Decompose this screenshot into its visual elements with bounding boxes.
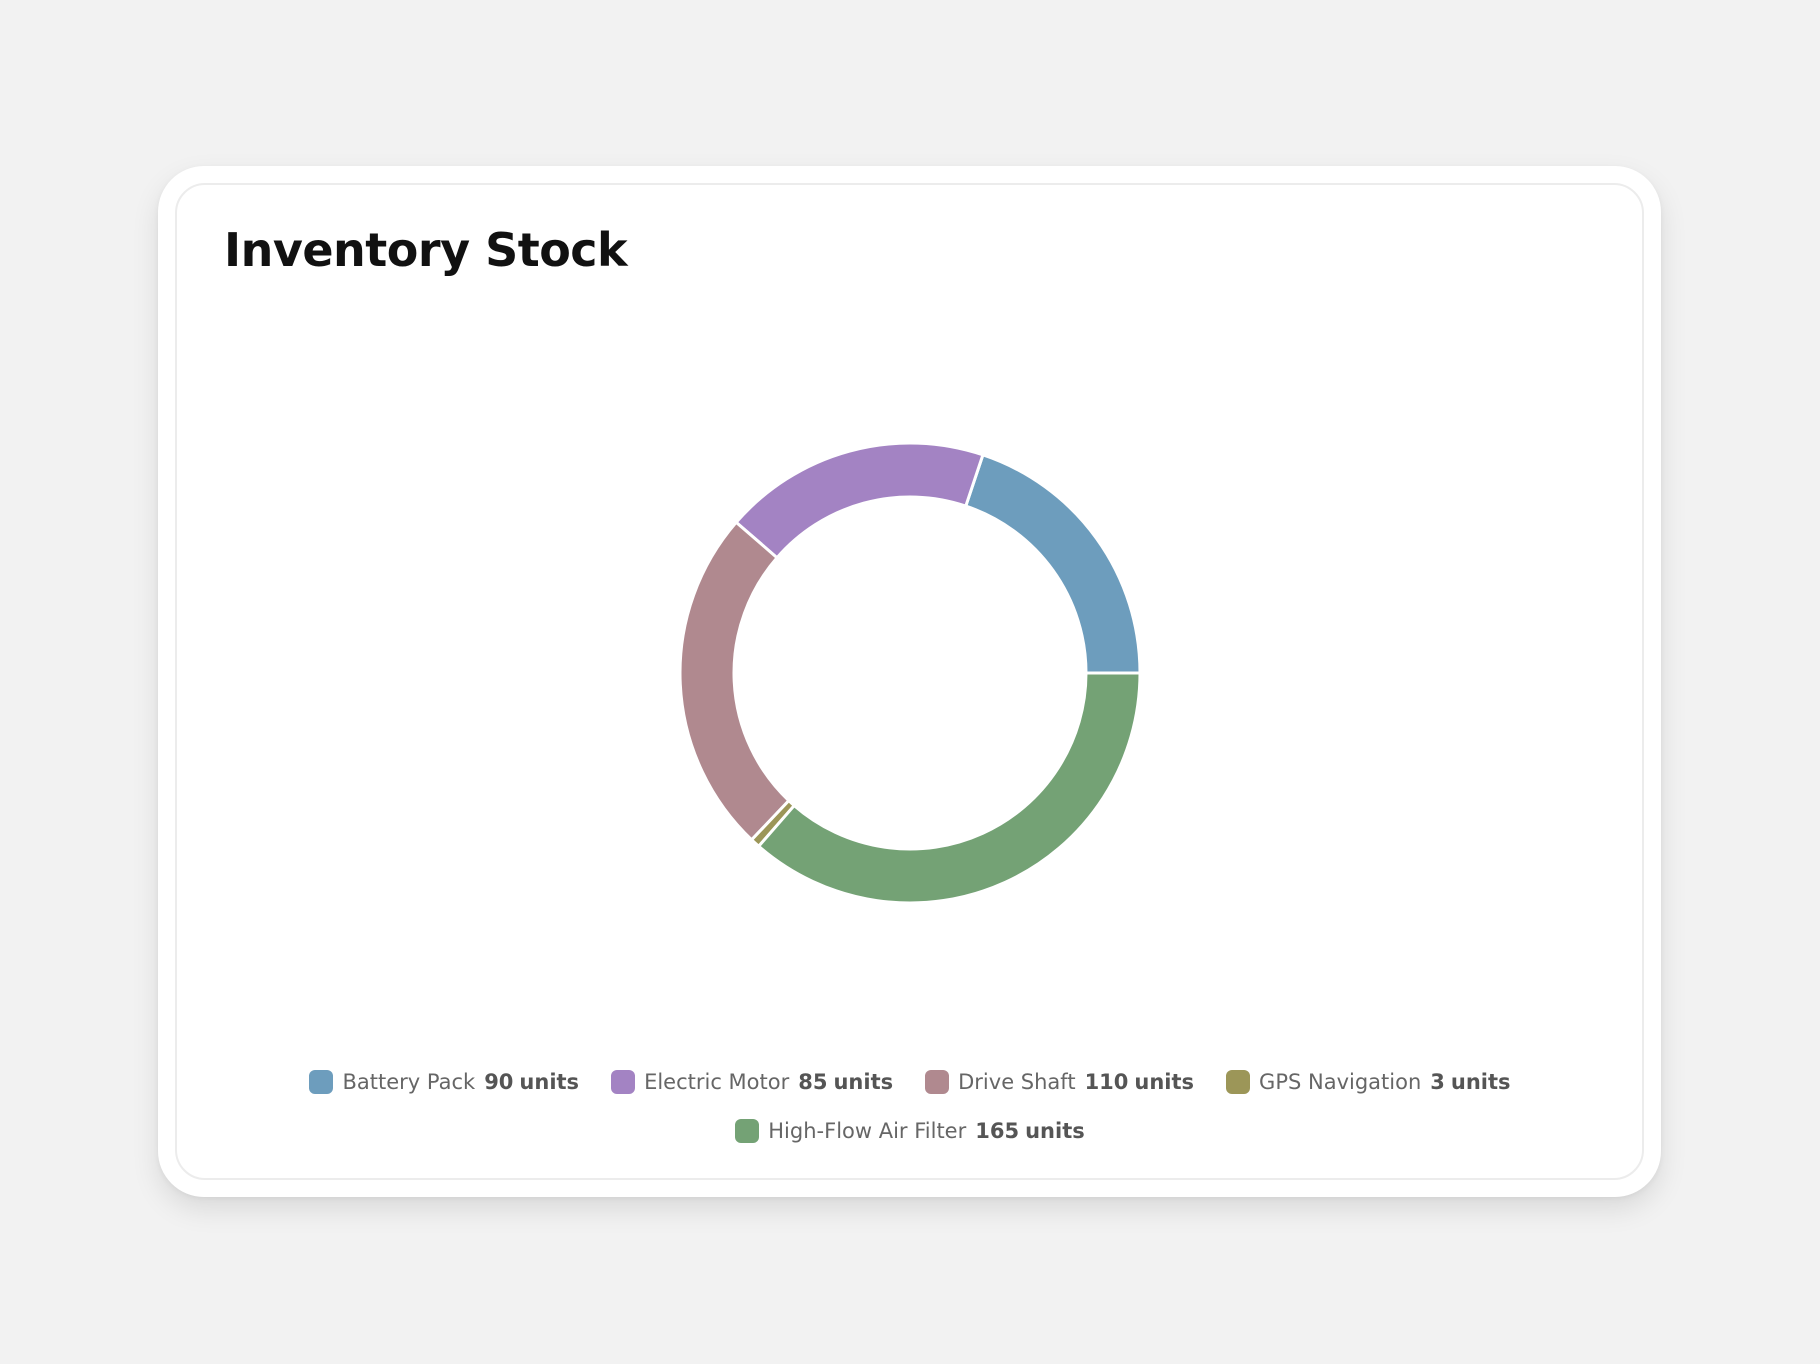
legend-item[interactable]: High-Flow Air Filter 165 units [735, 1119, 1085, 1143]
legend-label: Drive Shaft [958, 1070, 1076, 1094]
legend-label: Battery Pack [342, 1070, 476, 1094]
chart-card-border [175, 183, 1644, 1180]
donut-slice-high-flow-air-filter[interactable] [757, 671, 1142, 905]
legend-unit: units [519, 1070, 580, 1094]
donut-slice-electric-motor[interactable] [734, 441, 985, 560]
legend-value: 165 [975, 1119, 1020, 1143]
legend-label: GPS Navigation [1259, 1070, 1422, 1094]
legend-unit: units [1025, 1119, 1085, 1143]
legend-item[interactable]: Drive Shaft 110 units [925, 1070, 1194, 1094]
donut-slice-drive-shaft[interactable] [678, 520, 791, 842]
legend-item[interactable]: Electric Motor 85 units [611, 1070, 893, 1094]
legend-value: 85 [798, 1070, 828, 1094]
legend-label: High-Flow Air Filter [768, 1119, 967, 1143]
chart-card [158, 166, 1661, 1197]
legend-swatch [309, 1070, 334, 1094]
legend-swatch [925, 1070, 950, 1094]
chart-title: Inventory Stock [224, 223, 628, 277]
legend-swatch [1226, 1070, 1251, 1094]
legend-unit: units [1450, 1070, 1511, 1094]
legend-swatch [611, 1070, 636, 1094]
legend-item[interactable]: Battery Pack 90 units [309, 1070, 579, 1094]
legend-value: 110 [1084, 1070, 1129, 1094]
legend-unit: units [1134, 1070, 1195, 1094]
legend-value: 90 [484, 1070, 514, 1094]
legend-unit: units [833, 1070, 894, 1094]
legend-swatch [735, 1119, 760, 1143]
legend-label: Electric Motor [644, 1070, 790, 1094]
legend-row: High-Flow Air Filter 165 units [300, 1113, 1520, 1149]
legend-item[interactable]: GPS Navigation 3 units [1226, 1070, 1511, 1094]
donut-slice-battery-pack[interactable] [964, 453, 1142, 675]
legend-value: 3 [1430, 1070, 1445, 1094]
legend-row: Battery Pack 90 units Electric Motor 85 units… [300, 1064, 1520, 1100]
